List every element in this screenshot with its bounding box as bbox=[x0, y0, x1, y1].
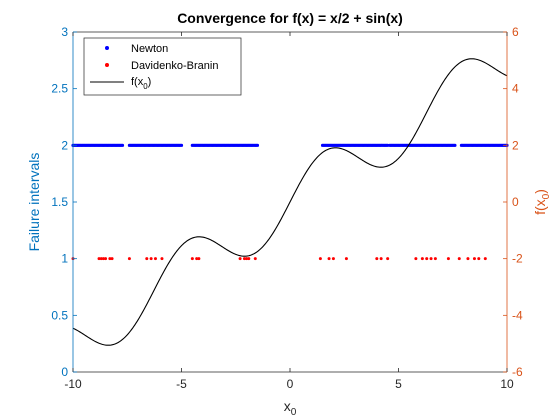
db-point bbox=[386, 257, 390, 261]
x-tick-label: -10 bbox=[64, 377, 82, 391]
db-point bbox=[238, 257, 242, 261]
db-point bbox=[149, 257, 153, 261]
y-left-tick-label: 2 bbox=[61, 138, 68, 152]
db-point bbox=[97, 257, 101, 261]
legend-fx-label-main: f(x bbox=[131, 76, 144, 88]
y-left-tick-label: 1 bbox=[61, 252, 68, 266]
db-point bbox=[104, 257, 108, 261]
db-point bbox=[195, 257, 199, 261]
newton-point bbox=[120, 143, 125, 147]
y-right-tick-label: -4 bbox=[512, 308, 523, 322]
axes: -10 -5 0 5 1000.511.522.53-6-4-20246x0Failur… bbox=[26, 25, 552, 418]
db-point bbox=[457, 257, 461, 261]
y-right-tick-label: 4 bbox=[512, 82, 519, 96]
db-point bbox=[472, 257, 476, 261]
y-left-tick-label: 0.5 bbox=[51, 308, 68, 322]
legend-fx-label-subscript: 0 bbox=[143, 82, 148, 91]
legend-box bbox=[83, 37, 242, 96]
db-point bbox=[466, 257, 470, 261]
db-point bbox=[331, 257, 335, 261]
legend: Newton Davidenko-Branin f(x0) bbox=[83, 37, 242, 96]
y-right-axis-label-main: f(x bbox=[532, 199, 548, 215]
plot-area bbox=[71, 58, 509, 346]
x-tick-label: 5 bbox=[395, 377, 402, 391]
db-point bbox=[197, 257, 201, 261]
db-point bbox=[145, 257, 149, 261]
y-left-axis-label: Failure intervals bbox=[26, 153, 42, 252]
y-right-tick-label: 6 bbox=[512, 25, 519, 39]
db-point bbox=[101, 257, 105, 261]
db-point bbox=[247, 257, 251, 261]
db-point bbox=[483, 257, 487, 261]
y-left-tick-label: 3 bbox=[61, 25, 68, 39]
y-left-tick-label: 0 bbox=[61, 365, 68, 379]
newton-point bbox=[453, 143, 457, 147]
legend-db-label: Davidenko-Branin bbox=[131, 60, 218, 72]
newton-point bbox=[255, 143, 260, 147]
db-point bbox=[420, 257, 424, 261]
x-axis-label-subscript: 0 bbox=[291, 407, 297, 418]
db-point bbox=[414, 257, 418, 261]
db-point bbox=[110, 257, 114, 261]
legend-newton-marker bbox=[105, 46, 109, 50]
db-point bbox=[429, 257, 433, 261]
y-right-tick-label: 2 bbox=[512, 138, 519, 152]
db-point bbox=[108, 257, 112, 261]
y-right-axis-label-subscript: 0 bbox=[541, 193, 552, 199]
legend-newton-label: Newton bbox=[131, 43, 168, 55]
db-point bbox=[190, 257, 194, 261]
newton-point bbox=[179, 143, 184, 147]
db-point bbox=[160, 257, 164, 261]
y-right-tick-label: -6 bbox=[512, 365, 523, 379]
legend-fx-label-close: ) bbox=[148, 76, 152, 88]
y-right-axis-label-close: ) bbox=[532, 189, 548, 194]
x-tick-label: 10 bbox=[500, 377, 514, 391]
y-left-tick-label: 2.5 bbox=[51, 82, 68, 96]
legend-db-marker bbox=[105, 63, 109, 67]
x-tick-label: 0 bbox=[287, 377, 294, 391]
x-tick-label: -5 bbox=[176, 377, 187, 391]
db-point bbox=[318, 257, 322, 261]
chart-title: Convergence for f(x) = x/2 + sin(x) bbox=[177, 10, 403, 26]
y-right-tick-label: -2 bbox=[512, 252, 523, 266]
db-point bbox=[153, 257, 157, 261]
legend-fx-label: f(x0) bbox=[131, 76, 151, 91]
y-right-tick-label: 0 bbox=[512, 195, 519, 209]
db-point bbox=[327, 257, 331, 261]
db-point bbox=[425, 257, 429, 261]
db-point bbox=[253, 257, 257, 261]
x-axis-label: x0 bbox=[284, 398, 297, 418]
db-point bbox=[477, 257, 481, 261]
db-point bbox=[127, 257, 131, 261]
y-right-axis-label: f(x0) bbox=[532, 189, 552, 215]
newton-series bbox=[71, 143, 509, 147]
db-point bbox=[242, 257, 246, 261]
fx-curve bbox=[72, 58, 508, 346]
x-axis-label-main: x bbox=[284, 398, 291, 414]
db-point bbox=[433, 257, 437, 261]
db-point bbox=[99, 257, 103, 261]
db-point bbox=[379, 257, 383, 261]
db-point bbox=[245, 257, 249, 261]
db-point bbox=[375, 257, 379, 261]
y-left-tick-label: 1.5 bbox=[51, 195, 68, 209]
db-point bbox=[344, 257, 348, 261]
db-point bbox=[446, 257, 450, 261]
